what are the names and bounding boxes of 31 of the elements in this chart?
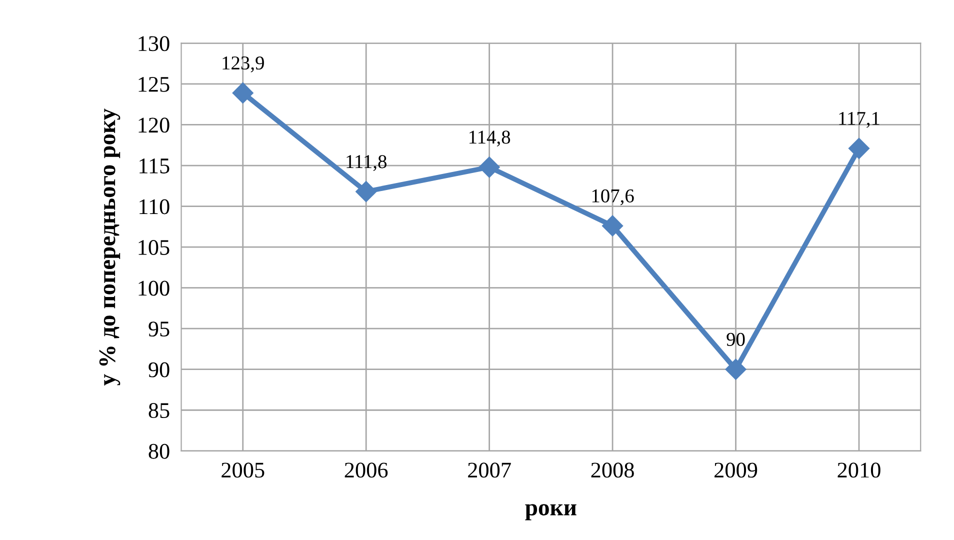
data-label: 111,8	[346, 155, 386, 172]
y-tick-label: 115	[140, 158, 170, 174]
y-tick-label: 125	[138, 76, 170, 92]
data-label: 123,9	[222, 56, 264, 72]
point	[602, 215, 624, 236]
y-tick-label: 95	[148, 322, 170, 337]
x-tick-label: 2007	[468, 462, 511, 478]
x-tick-label: 2010	[838, 462, 880, 478]
y-tick-label: 130	[138, 36, 170, 52]
y-tick-label: 85	[148, 403, 170, 418]
data-label: 90	[726, 332, 745, 346]
x-tick-label: 2005	[222, 462, 264, 478]
y-tick-label: 80	[148, 444, 170, 459]
data-label: 117,1	[839, 112, 880, 128]
point	[478, 156, 500, 178]
x-tick-label: 2009	[714, 462, 758, 478]
point	[232, 82, 254, 104]
x-axis-title: роки	[525, 504, 576, 520]
data-label: 107,6	[592, 189, 634, 206]
y-axis-title: у % до попереднього року	[99, 108, 120, 386]
y-tick-label: 105	[138, 240, 170, 255]
y-tick-label: 90	[148, 362, 170, 378]
point	[356, 181, 377, 202]
point	[725, 358, 746, 380]
y-tick-label: 120	[138, 118, 170, 133]
y-tick-label: 110	[140, 199, 170, 214]
x-tick-label: 2008	[591, 462, 634, 478]
point	[848, 138, 870, 159]
data-label: 114,8	[470, 130, 510, 147]
x-tick-label: 2006	[344, 462, 388, 478]
y-tick-label: 100	[138, 280, 170, 296]
